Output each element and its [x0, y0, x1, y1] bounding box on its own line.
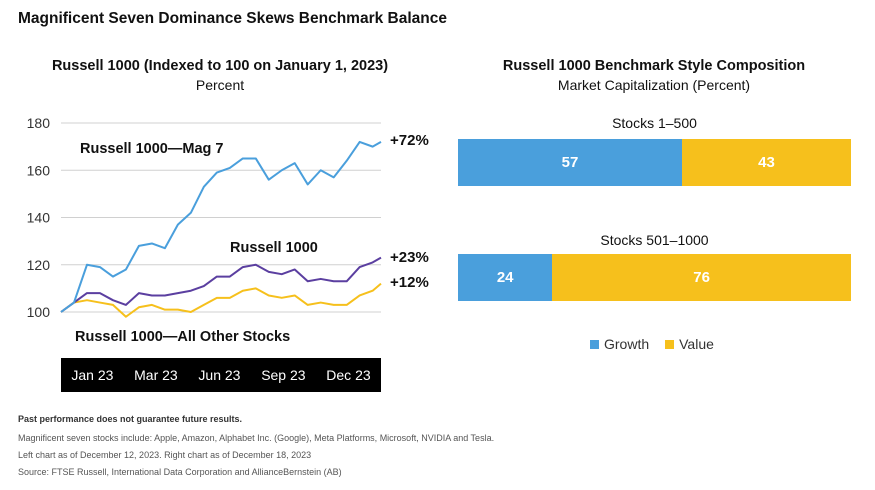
- main-title: Magnificent Seven Dominance Skews Benchm…: [18, 10, 447, 27]
- footnote-disclaimer: Past performance does not guarantee futu…: [18, 414, 243, 424]
- left-chart-subtitle: Percent: [195, 77, 245, 93]
- footnote: Source: FTSE Russell, International Data…: [18, 467, 342, 477]
- series-line: [60, 256, 382, 313]
- category-label: Stocks 501–1000: [600, 232, 709, 248]
- legend-label: Growth: [604, 336, 650, 352]
- y-tick-label: 140: [27, 210, 51, 226]
- y-tick-label: 100: [27, 304, 51, 320]
- footnote: Left chart as of December 12, 2023. Righ…: [18, 450, 312, 460]
- series-line: [60, 140, 382, 313]
- bar-segment-growth: 57: [458, 139, 682, 186]
- data-label: 24: [496, 269, 514, 286]
- bar-segment-value: 43: [682, 139, 851, 186]
- series-label-mag7: Russell 1000—Mag 7: [80, 141, 224, 157]
- data-label: 57: [561, 154, 579, 171]
- legend-label: Value: [679, 336, 714, 352]
- right-chart-subtitle: Market Capitalization (Percent): [557, 77, 751, 93]
- x-tick-label: Jan 23: [71, 367, 114, 383]
- left-chart-title: Russell 1000 (Indexed to 100 on January …: [51, 58, 389, 74]
- legend-swatch: [590, 340, 599, 349]
- bar-segment-value: 76: [552, 254, 851, 301]
- data-label: 43: [758, 154, 775, 171]
- series-line: [60, 282, 382, 318]
- x-axis-bar: Jan 23 Mar 23 Jun 23 Sep 23 Dec 23: [61, 358, 381, 392]
- data-label: 76: [693, 269, 710, 286]
- stacked-bar-1-500: 57 43: [458, 139, 851, 186]
- end-label-mag7: +72%: [390, 132, 429, 149]
- x-tick-label: Sep 23: [261, 367, 306, 383]
- x-tick-label: Dec 23: [326, 367, 371, 383]
- footnote: Magnificent seven stocks include: Apple,…: [18, 433, 495, 443]
- end-label-other: +12%: [390, 274, 429, 291]
- x-tick-label: Jun 23: [198, 367, 241, 383]
- legend: Growth Value: [590, 336, 714, 352]
- y-tick-label: 160: [27, 162, 51, 178]
- line-chart: 100 120 140 160 180: [27, 115, 382, 320]
- legend-item-growth: Growth: [590, 336, 649, 352]
- x-tick-label: Mar 23: [134, 367, 178, 383]
- series-label-other: Russell 1000—All Other Stocks: [75, 329, 291, 345]
- bar-segment-growth: 24: [458, 254, 553, 301]
- right-chart-title: Russell 1000 Benchmark Style Composition: [502, 58, 806, 74]
- y-tick-label: 180: [27, 115, 51, 131]
- legend-item-value: Value: [665, 336, 714, 352]
- series-label-r1000: Russell 1000: [230, 240, 318, 256]
- end-label-r1000: +23%: [390, 249, 429, 266]
- category-label: Stocks 1–500: [612, 115, 697, 131]
- legend-swatch: [665, 340, 675, 349]
- stacked-bar-501-1000: 24 76: [458, 254, 851, 301]
- y-tick-label: 120: [27, 257, 51, 273]
